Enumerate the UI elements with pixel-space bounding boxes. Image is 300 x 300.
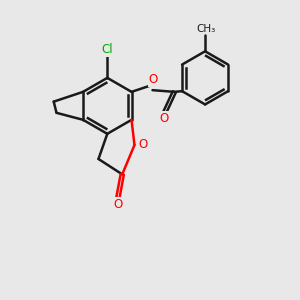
Text: O: O <box>138 139 147 152</box>
Text: O: O <box>159 112 169 124</box>
Text: CH₃: CH₃ <box>196 24 215 34</box>
Text: Cl: Cl <box>101 43 113 56</box>
Text: O: O <box>148 73 158 86</box>
Text: O: O <box>113 197 122 211</box>
